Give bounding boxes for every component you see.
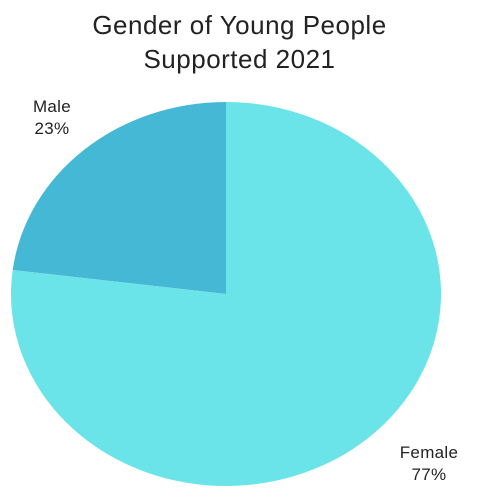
pie-slice-male [12,102,227,294]
slice-label-female: Female 77% [394,442,464,486]
pie-slice-female [11,102,442,487]
chart-title-line-1: Gender of Young People [92,10,387,40]
slice-label-female-name: Female [399,443,459,462]
slice-label-male: Male 23% [24,96,80,140]
chart-title-line-2: Supported 2021 [143,44,336,74]
chart-title: Gender of Young People Supported 2021 [0,8,479,76]
slice-label-female-value: 77% [411,465,447,484]
slice-label-male-value: 23% [34,119,70,138]
slice-label-male-name: Male [32,97,72,116]
